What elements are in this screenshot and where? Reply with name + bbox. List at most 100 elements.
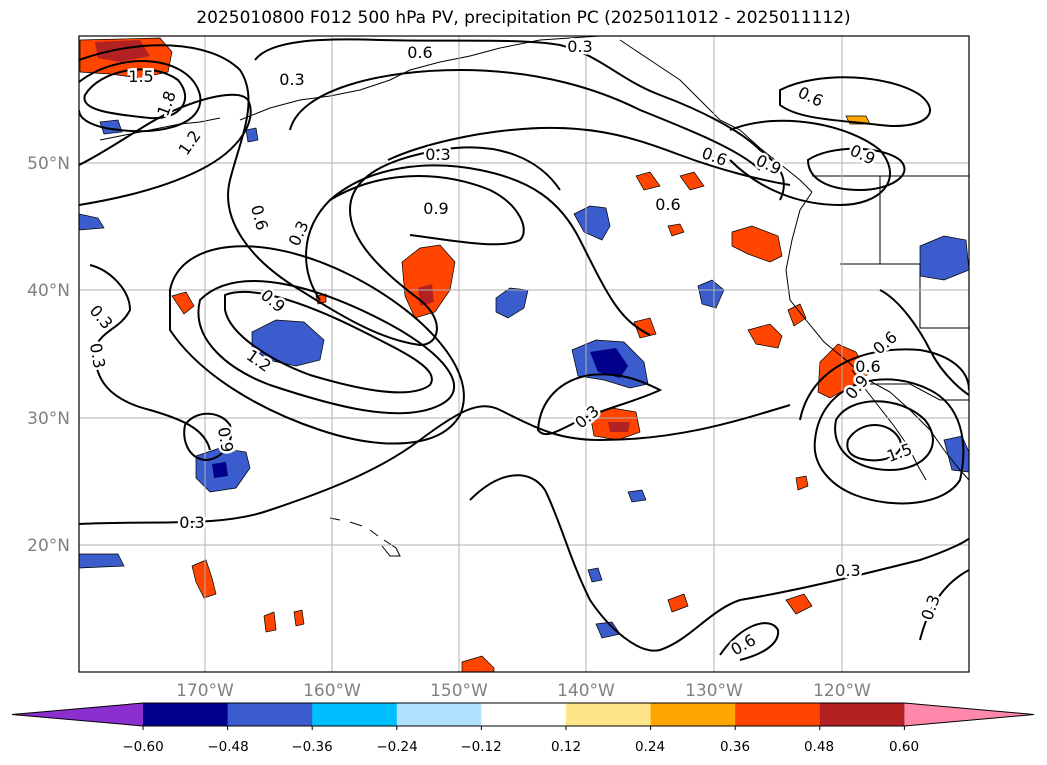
- contour-label: 0.3: [86, 342, 109, 370]
- contour-label: 0.6: [655, 195, 680, 214]
- precip-area: [731, 225, 783, 263]
- pv-contour: [729, 119, 891, 207]
- contour-label: 0.3: [179, 513, 204, 532]
- pv-contour: [919, 569, 969, 641]
- alaska-panhandle-coast: [619, 39, 813, 193]
- precip-area: [245, 127, 259, 143]
- pv-contour: [779, 76, 931, 127]
- contour-label: 0.3: [835, 561, 860, 580]
- map-frame: [78, 35, 970, 673]
- precip-area: [79, 213, 105, 231]
- precip-area: [679, 171, 705, 191]
- lat-label-40n: 40°N: [27, 281, 70, 301]
- pv-contour: [79, 60, 202, 133]
- baja-california-coast: [851, 369, 927, 481]
- contour-label: 0.9: [423, 199, 448, 218]
- pv-contour: [469, 474, 969, 652]
- hawaii-islands: [329, 517, 401, 557]
- pv-contour: [289, 68, 761, 171]
- precip-area: [627, 489, 647, 503]
- pv-contours: [79, 38, 969, 661]
- lon-label-150w: 150°W: [430, 681, 488, 701]
- precip-area: [587, 567, 603, 583]
- colorbar-tick-label: −0.60: [122, 739, 163, 755]
- precip-area: [795, 475, 809, 491]
- pv-contour: [799, 348, 969, 421]
- colorbar-segment: [143, 703, 229, 726]
- lat-label-50n: 50°N: [27, 154, 70, 174]
- lon-label-130w: 130°W: [685, 681, 743, 701]
- contour-label: 0.3: [279, 70, 304, 89]
- pv-contour: [806, 147, 906, 192]
- colorbar-tick-label: 0.60: [889, 739, 919, 755]
- contour-label: 0.3: [795, 21, 820, 40]
- lat-label-20n: 20°N: [27, 536, 70, 556]
- lat-label-30n: 30°N: [27, 409, 70, 429]
- pv-contour: [83, 68, 187, 120]
- precip-area: [667, 223, 685, 237]
- pv-contour: [387, 126, 791, 186]
- contour-label: 1.5: [128, 67, 153, 86]
- colorbar-tick-label: 0.12: [551, 739, 581, 755]
- colorbar-tick-label: 0.48: [804, 739, 834, 755]
- pv-contour: [813, 378, 965, 505]
- lon-label-160w: 160°W: [303, 681, 361, 701]
- lon-label-140w: 140°W: [557, 681, 615, 701]
- colorbar-segment: [735, 703, 821, 726]
- colorbar-tick-label: 0.24: [635, 739, 665, 755]
- pv-contour: [719, 622, 780, 661]
- precip-area: [263, 611, 277, 633]
- colorbar-segment: [650, 703, 736, 726]
- pv-contour: [254, 38, 785, 201]
- pv-contour: [89, 264, 211, 451]
- us-mexico-border: [870, 383, 969, 401]
- lon-label-120w: 120°W: [813, 681, 871, 701]
- contour-label: 0.3: [425, 145, 450, 164]
- latitude-labels: 50°N 40°N 30°N 20°N: [27, 154, 70, 556]
- colorbar-tick-label: −0.12: [460, 739, 501, 755]
- precip-area: [191, 559, 217, 599]
- coastlines: [99, 36, 969, 557]
- contour-label: 0.6: [855, 357, 880, 376]
- pv-contour: [846, 424, 902, 462]
- precip-area: [212, 462, 228, 478]
- precip-area: [293, 609, 305, 627]
- precip-area: [461, 655, 495, 672]
- colorbar-segment: [396, 703, 482, 726]
- colorbar-segment: [481, 703, 567, 726]
- pv-contour: [879, 289, 969, 396]
- colorbar-tick-label: −0.24: [376, 739, 417, 755]
- pv-contour: [224, 290, 433, 394]
- precip-area: [747, 323, 783, 349]
- colorbar-tick-label: 0.36: [720, 739, 750, 755]
- north-america-coast: [785, 191, 969, 481]
- precip-area: [79, 553, 125, 569]
- pv-contour: [183, 412, 232, 462]
- precip-area: [590, 348, 628, 378]
- contour-label: 0.6: [407, 43, 432, 62]
- pv-contour: [79, 404, 791, 525]
- map-background: [79, 36, 969, 672]
- colorbar-segment: [819, 703, 905, 726]
- pv-contour: [536, 373, 663, 436]
- precip-area: [785, 593, 813, 615]
- precip-area: [573, 205, 611, 241]
- colorbar-tick-label: −0.36: [291, 739, 332, 755]
- contour-label: 0.3: [567, 37, 592, 56]
- colorbar: [11, 702, 1035, 730]
- precip-area: [495, 287, 529, 319]
- lon-label-170w: 170°W: [176, 681, 234, 701]
- longitude-labels: 170°W 160°W 150°W 140°W 130°W 120°W: [176, 681, 871, 701]
- precip-negative-areas: [79, 119, 969, 639]
- precip-area: [633, 317, 657, 339]
- precip-area: [171, 291, 195, 315]
- colorbar-segment: [227, 703, 313, 726]
- pv-contour: [329, 175, 525, 246]
- map-title: 2025010800 F012 500 hPa PV, precipitatio…: [196, 8, 851, 28]
- pv-contour: [79, 44, 561, 347]
- precip-area: [667, 593, 689, 613]
- aleutian-islands: [99, 117, 221, 141]
- colorbar-ticks: −0.60 −0.48 −0.36 −0.24 −0.12 0.12 0.24 …: [122, 739, 919, 755]
- precip-area: [251, 319, 325, 367]
